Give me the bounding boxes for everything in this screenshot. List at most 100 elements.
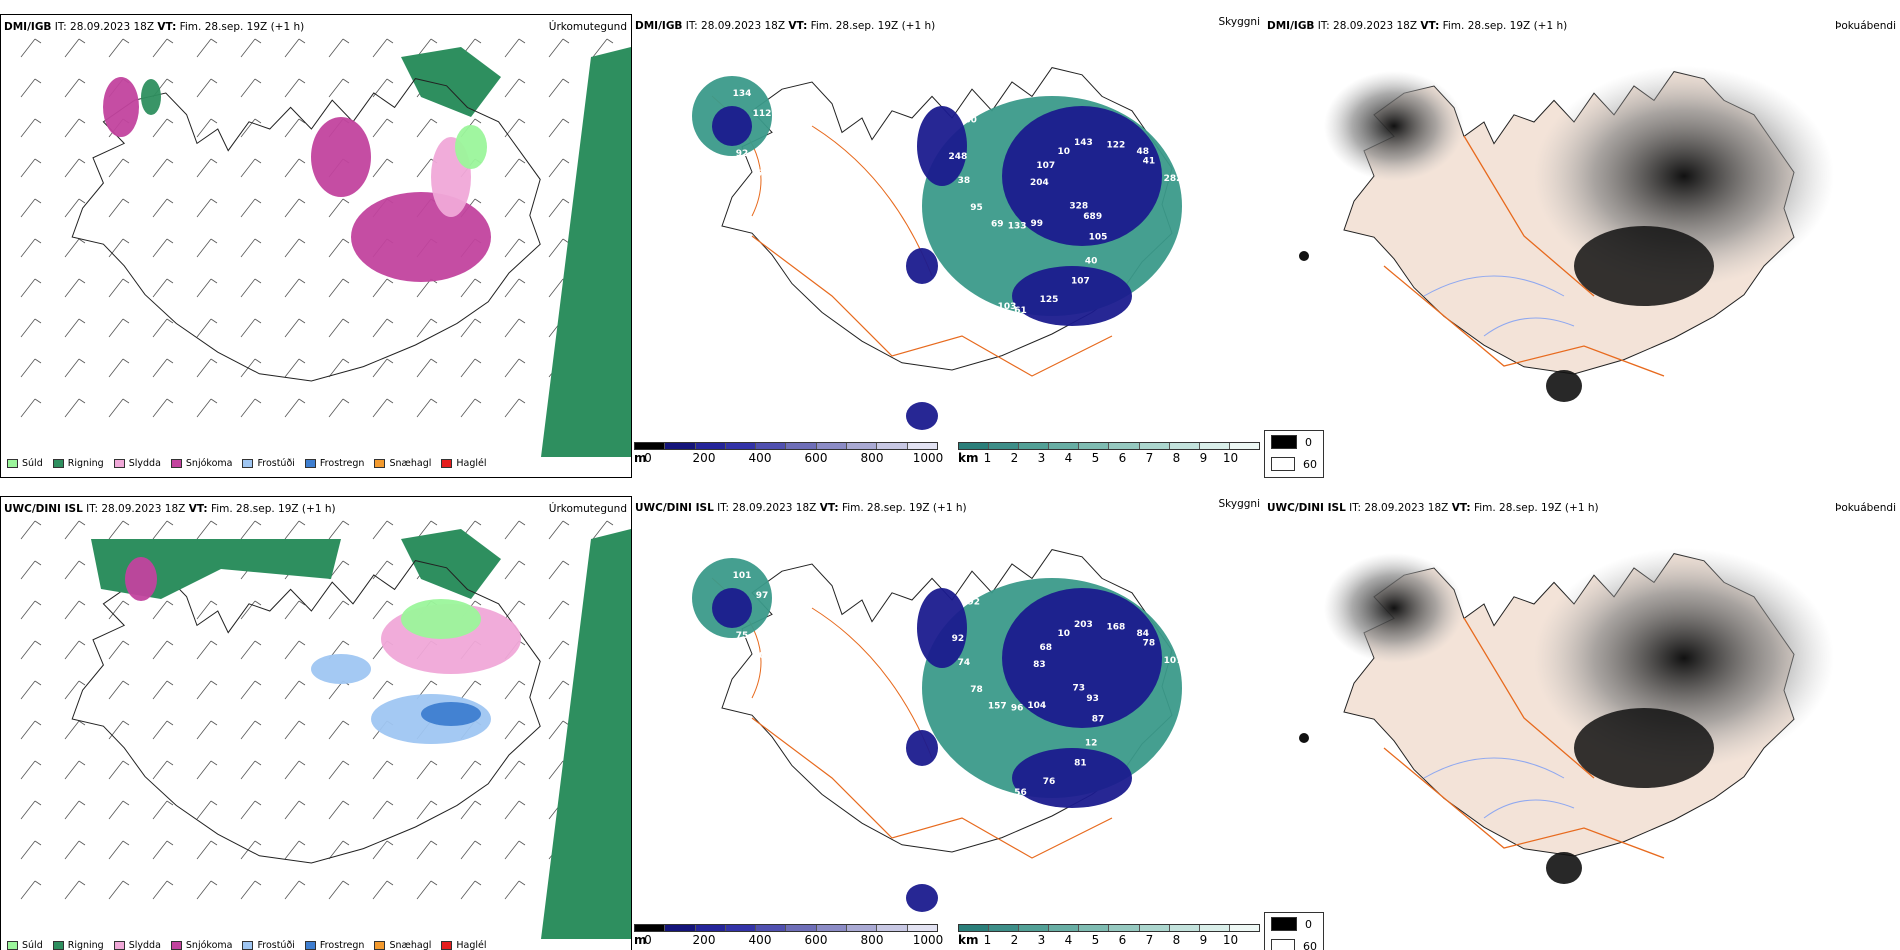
- scale-tick-label: 5: [1091, 451, 1100, 465]
- wind-barb: [416, 318, 438, 338]
- wind-barb: [328, 398, 350, 418]
- scale-unit: km: [958, 933, 979, 947]
- legend-label: Haglél: [456, 939, 487, 950]
- wind-barb: [108, 318, 130, 338]
- road-network: [751, 717, 1113, 859]
- valid-time: Fim. 28.sep. 19Z: [1470, 502, 1562, 514]
- scale-segment: [816, 443, 848, 449]
- wind-barb: [284, 880, 306, 900]
- wind-barb: [152, 640, 174, 660]
- scale-tick-label: 2: [1010, 451, 1019, 465]
- scale-tick-label: 200: [692, 451, 716, 465]
- legend-label: Snjókoma: [185, 939, 233, 950]
- wind-barb: [108, 198, 130, 218]
- cloud-base-label: 99: [1031, 219, 1044, 229]
- wind-barb: [196, 800, 218, 820]
- legend-swatch: [242, 458, 254, 468]
- wind-barb: [328, 760, 350, 780]
- snow-area: [351, 192, 491, 282]
- wind-barb: [284, 38, 306, 58]
- wind-barb: [20, 520, 42, 540]
- cloud-base-label: 97: [756, 591, 769, 601]
- coastline: [71, 78, 541, 382]
- legend-item: Haglél: [441, 939, 487, 950]
- scale-segment: [816, 925, 848, 931]
- wind-barb: [328, 358, 350, 378]
- wind-barb: [240, 880, 262, 900]
- scale-tick-label: 200: [692, 933, 716, 947]
- cloud-base-label: 107: [1036, 161, 1055, 171]
- wind-barb: [504, 318, 526, 338]
- scale-tick-label: 800: [860, 933, 884, 947]
- legend-item: Frostúði: [242, 458, 295, 469]
- scale-segment: [665, 925, 696, 931]
- scale-tick-label: 600: [804, 451, 828, 465]
- wind-barb: [328, 600, 350, 620]
- cloud-base-label: 134: [733, 89, 752, 99]
- wind-barb: [504, 520, 526, 540]
- wind-barb: [196, 880, 218, 900]
- scale-unit: m: [634, 451, 647, 465]
- wind-barb: [504, 880, 526, 900]
- scale-segment: [907, 925, 937, 931]
- wind-barb: [416, 880, 438, 900]
- wind-barb: [328, 198, 350, 218]
- wind-barb: [108, 840, 130, 860]
- legend-swatch: [170, 940, 182, 950]
- cloud-base-label: 125: [1040, 295, 1059, 305]
- fog-legend-label: 60: [1303, 939, 1317, 950]
- scale-tick-label: 600: [804, 933, 828, 947]
- fog-legend-swatch: [1271, 939, 1295, 950]
- cloud-base-label: 93: [1086, 694, 1099, 704]
- cloud-area-low: [712, 588, 752, 628]
- wind-barb: [548, 680, 570, 700]
- wind-barb: [240, 520, 262, 540]
- scale-unit: m: [634, 933, 647, 947]
- scale-segment: [665, 443, 696, 449]
- legend-item: Slydda: [113, 940, 161, 950]
- legend-swatch: [242, 940, 254, 950]
- cloud-base-label: 92: [736, 149, 749, 159]
- wind-barb: [592, 38, 614, 58]
- scale-tick-label: 3: [1037, 933, 1046, 947]
- cloud-base-label: 112: [753, 109, 772, 119]
- valid-time-label: VT:: [819, 502, 839, 514]
- legend-item: Snjókoma: [170, 939, 233, 950]
- cloud-base-label: 107: [1164, 656, 1183, 666]
- wind-barb: [196, 278, 218, 298]
- lead-time: (+1 h): [1530, 20, 1568, 32]
- wind-barb: [108, 38, 130, 58]
- wind-barb: [64, 800, 86, 820]
- wind-barb: [460, 278, 482, 298]
- cloud-area-low: [1012, 748, 1132, 808]
- scale-tick-label: 4: [1064, 451, 1073, 465]
- panel-header: DMI/IGB IT: 28.09.2023 18Z VT: Fim. 28.s…: [635, 16, 1260, 33]
- freezing-drizzle-area: [311, 654, 371, 684]
- wind-barb: [196, 640, 218, 660]
- wind-barb: [372, 520, 394, 540]
- scale-strip: [634, 924, 938, 932]
- cloud-base-label: 81: [1074, 759, 1087, 769]
- wind-barb: [20, 720, 42, 740]
- wind-barb: [20, 760, 42, 780]
- scale-segment: [1139, 925, 1170, 931]
- fog-legend-label: 60: [1303, 457, 1317, 471]
- cloud-base-label: 204: [1030, 178, 1049, 188]
- wind-barb: [196, 238, 218, 258]
- cloud-base-label: 80: [964, 116, 977, 126]
- lead-time: (+1 h): [298, 503, 336, 515]
- wind-barb: [108, 358, 130, 378]
- wind-barb: [460, 800, 482, 820]
- rain-band: [541, 529, 631, 939]
- scale-unit: km: [958, 451, 979, 465]
- init-time: IT: 28.09.2023 18Z: [1314, 20, 1421, 32]
- cloud-base-label: 328: [1069, 202, 1088, 212]
- wind-barb: [592, 520, 614, 540]
- wind-barb: [548, 78, 570, 98]
- legend-label: Rigning: [67, 457, 104, 469]
- wind-barb: [328, 38, 350, 58]
- wind-barb: [64, 640, 86, 660]
- wind-barb: [108, 680, 130, 700]
- fog-legend-label: 0: [1305, 435, 1312, 449]
- fog-legend-item: 60: [1265, 453, 1323, 475]
